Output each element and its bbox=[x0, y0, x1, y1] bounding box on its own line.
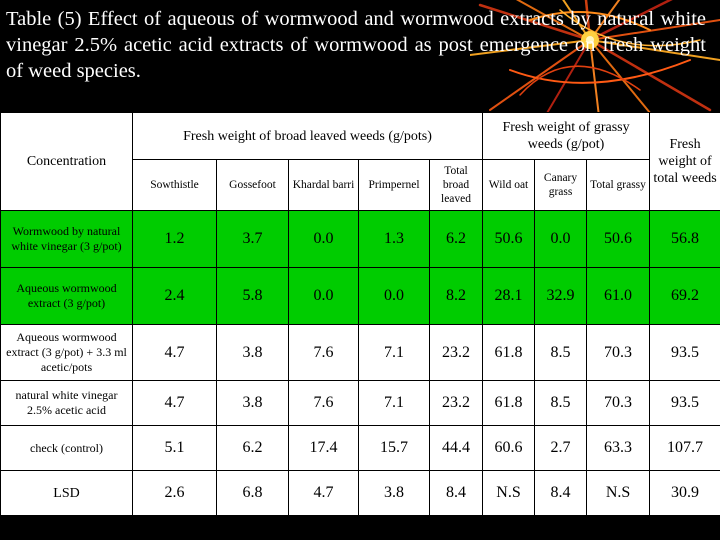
table-cell: 8.4 bbox=[534, 470, 588, 516]
table-cell: 61.8 bbox=[482, 380, 536, 426]
table-row: LSD 2.6 6.8 4.7 3.8 8.4 N.S 8.4 N.S 30.9 bbox=[0, 470, 720, 516]
col-header-gossefoot: Gossefoot bbox=[216, 159, 289, 211]
table-cell: 8.5 bbox=[534, 324, 588, 381]
col-header-wild-oat: Wild oat bbox=[482, 159, 536, 211]
data-table: Concentration Fresh weight of broad leav… bbox=[0, 112, 720, 516]
table-cell: 6.2 bbox=[428, 210, 484, 268]
table-cell: 61.8 bbox=[482, 324, 536, 381]
table-cell: 50.6 bbox=[586, 210, 651, 268]
row-label: natural white vinegar 2.5% acetic acid bbox=[0, 380, 133, 426]
header-concentration: Concentration bbox=[0, 112, 133, 211]
table-cell: 93.5 bbox=[649, 324, 720, 381]
col-header-total-grassy: Total grassy bbox=[586, 159, 651, 211]
table-cell: 32.9 bbox=[534, 267, 588, 325]
table-cell: 2.4 bbox=[132, 267, 217, 325]
table-cell: 6.8 bbox=[216, 470, 289, 516]
table-cell: 30.9 bbox=[649, 470, 720, 516]
table-cell: 7.6 bbox=[288, 324, 359, 381]
table-cell: 3.7 bbox=[216, 210, 289, 268]
table-cell: 8.5 bbox=[534, 380, 588, 426]
header-total-weeds: Fresh weight of total weeds bbox=[649, 112, 720, 211]
row-label: Aqueous wormwood extract (3 g/pot) + 3.3… bbox=[0, 324, 133, 381]
table-cell: 1.2 bbox=[132, 210, 217, 268]
table-cell: 3.8 bbox=[358, 470, 430, 516]
table-row: natural white vinegar 2.5% acetic acid 4.… bbox=[0, 380, 720, 426]
table-cell: 63.3 bbox=[586, 425, 651, 471]
table-cell: 4.7 bbox=[132, 380, 217, 426]
table-row: Aqueous wormwood extract (3 g/pot) 2.4 5.8… bbox=[0, 267, 720, 325]
table-cell: 50.6 bbox=[482, 210, 536, 268]
table-cell: 4.7 bbox=[132, 324, 217, 381]
table-cell: 2.6 bbox=[132, 470, 217, 516]
table-cell: 7.6 bbox=[288, 380, 359, 426]
table-cell: 70.3 bbox=[586, 324, 651, 381]
table-cell: 5.8 bbox=[216, 267, 289, 325]
table-cell: 44.4 bbox=[428, 425, 484, 471]
table-cell: 3.8 bbox=[216, 380, 289, 426]
table-cell: 61.0 bbox=[586, 267, 651, 325]
table-cell: 4.7 bbox=[288, 470, 359, 516]
table-cell: 0.0 bbox=[288, 267, 359, 325]
table-cell: 7.1 bbox=[358, 380, 430, 426]
header-grassy: Fresh weight of grassy weeds (g/pot) bbox=[482, 112, 651, 160]
table-cell: 2.7 bbox=[534, 425, 588, 471]
table-cell: 107.7 bbox=[649, 425, 720, 471]
table-cell: 70.3 bbox=[586, 380, 651, 426]
table-cell: 7.1 bbox=[358, 324, 430, 381]
table-cell: 8.4 bbox=[428, 470, 484, 516]
decorative-flare bbox=[470, 0, 720, 125]
table-cell: 0.0 bbox=[288, 210, 359, 268]
row-label: check (control) bbox=[0, 425, 133, 471]
table-cell: 93.5 bbox=[649, 380, 720, 426]
table-row: check (control) 5.1 6.2 17.4 15.7 44.4 60.6 2.7… bbox=[0, 425, 720, 471]
col-header-total-broad-leaved: Total broad leaved bbox=[428, 159, 484, 211]
table-cell: 69.2 bbox=[649, 267, 720, 325]
col-header-sowthistle: Sowthistle bbox=[132, 159, 217, 211]
table-cell: 28.1 bbox=[482, 267, 536, 325]
table-cell: 3.8 bbox=[216, 324, 289, 381]
table-row: Wormwood by natural white vinegar (3 g/p… bbox=[0, 210, 720, 268]
table-row: Aqueous wormwood extract (3 g/pot) + 3.3… bbox=[0, 324, 720, 381]
table-cell: 15.7 bbox=[358, 425, 430, 471]
table-cell: 8.2 bbox=[428, 267, 484, 325]
table-cell: 6.2 bbox=[216, 425, 289, 471]
table-cell: 23.2 bbox=[428, 380, 484, 426]
table-cell: 23.2 bbox=[428, 324, 484, 381]
header-broad-leaved: Fresh weight of broad leaved weeds (g/po… bbox=[131, 112, 484, 160]
table-cell: 1.3 bbox=[358, 210, 430, 268]
col-header-canary-grass: Canary grass bbox=[534, 159, 588, 211]
row-label: Wormwood by natural white vinegar (3 g/p… bbox=[0, 210, 133, 268]
table-cell: N.S bbox=[586, 470, 651, 516]
table-cell: 56.8 bbox=[649, 210, 720, 268]
table-cell: 60.6 bbox=[482, 425, 536, 471]
slide-title: Table (5) Effect of aqueous of wormwood … bbox=[6, 8, 706, 82]
table-cell: 5.1 bbox=[132, 425, 217, 471]
table-cell: 0.0 bbox=[534, 210, 588, 268]
table-cell: 0.0 bbox=[358, 267, 430, 325]
col-header-khardal-barri: Khardal barri bbox=[288, 159, 359, 211]
table-cell: N.S bbox=[482, 470, 536, 516]
table-cell: 17.4 bbox=[288, 425, 359, 471]
row-label: LSD bbox=[0, 470, 133, 516]
col-header-primpernel: Primpernel bbox=[358, 159, 430, 211]
row-label: Aqueous wormwood extract (3 g/pot) bbox=[0, 267, 133, 325]
